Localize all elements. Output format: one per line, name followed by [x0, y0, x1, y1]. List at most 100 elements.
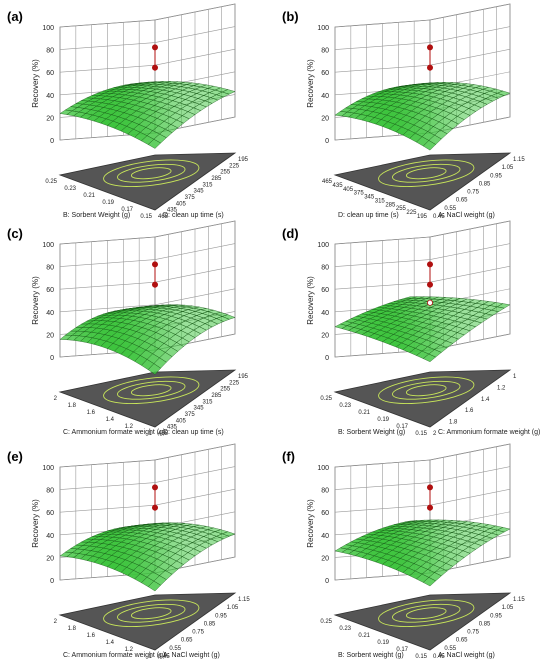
x-tick-label: 255	[396, 206, 407, 212]
z-tick-label: 60	[46, 287, 54, 294]
z-tick-label: 80	[321, 488, 329, 495]
design-point	[426, 484, 433, 491]
chart-panel: 0 20 40 60 80 100 Recovery (%) 0.25 0.23 0.21 0.19…	[282, 443, 525, 660]
x-tick-label: 0.19	[377, 417, 389, 423]
surface-cell	[221, 314, 236, 320]
design-point	[151, 64, 158, 71]
y-tick-label: 0.75	[467, 630, 479, 636]
x-tick-label: 195	[417, 214, 428, 220]
z-tick-label: 40	[321, 533, 329, 540]
chart-panel: 0 20 40 60 80 100 Recovery (%) 2 1.8 1.6 1.4 1.2 1 46…	[7, 220, 249, 437]
design-point	[426, 44, 433, 51]
y-axis-label: A: NaCl weight (g)	[438, 652, 495, 659]
x-tick-label: 465	[322, 179, 333, 185]
z-tick-label: 100	[42, 242, 54, 249]
y-tick-label: 0.75	[467, 190, 479, 196]
z-tick-label: 0	[325, 578, 329, 585]
y-tick-label: 345	[194, 406, 205, 412]
x-tick-label: 0.17	[396, 647, 408, 653]
response-surface	[334, 82, 511, 151]
design-point	[151, 281, 158, 288]
x-tick-label: 1.8	[68, 403, 77, 409]
z-tick-label: 40	[46, 93, 54, 100]
x-tick-label: 0.21	[83, 193, 95, 199]
z-tick-label: 0	[325, 355, 329, 362]
y-axis-label: A: NaCl weight (g)	[163, 652, 220, 659]
z-tick-label: 20	[46, 115, 54, 122]
y-tick-label: 285	[211, 176, 222, 182]
y-axis-label: A: NaCl weight (g)	[438, 212, 495, 219]
panel-label: (c)	[7, 226, 23, 241]
z-tick-label: 80	[46, 488, 54, 495]
z-tick-label: 60	[321, 510, 329, 517]
z-tick-label: 0	[50, 355, 54, 362]
x-tick-label: 315	[375, 198, 386, 204]
contour-line	[103, 376, 200, 404]
y-tick-label: 2	[433, 431, 437, 437]
y-tick-label: 225	[229, 163, 240, 169]
y-tick-label: 315	[202, 399, 213, 405]
x-tick-label: 0.23	[339, 403, 351, 409]
z-axis-label: Recovery (%)	[306, 499, 315, 548]
contour-line	[378, 159, 475, 187]
z-tick-label: 100	[317, 242, 329, 249]
design-point	[151, 261, 158, 268]
z-tick-label: 60	[321, 287, 329, 294]
x-tick-label: 0.21	[358, 410, 370, 416]
panel-label: (f)	[282, 449, 295, 464]
z-axis-label: Recovery (%)	[31, 276, 40, 325]
y-tick-label: 1.15	[513, 597, 525, 603]
x-tick-label: 0.25	[320, 396, 332, 402]
contour-line	[117, 380, 186, 400]
x-tick-label: 0.15	[140, 214, 152, 220]
y-tick-label: 1.15	[238, 597, 250, 603]
y-tick-label: 345	[194, 189, 205, 195]
contour-line	[117, 163, 186, 183]
chart-panel: 0 20 40 60 80 100 Recovery (%) 4654354053753453…	[282, 3, 525, 220]
z-axis-label: Recovery (%)	[31, 59, 40, 108]
z-tick-label: 40	[46, 310, 54, 317]
y-tick-label: 0.95	[215, 613, 227, 619]
z-axis-label: Recovery (%)	[31, 499, 40, 548]
x-axis-label: B: Sorbent weight (g)	[338, 652, 404, 659]
x-tick-label: 1	[149, 654, 153, 660]
contour-line	[103, 599, 200, 627]
z-tick-label: 80	[321, 48, 329, 55]
z-tick-label: 20	[321, 555, 329, 562]
x-tick-label: 1.2	[125, 647, 134, 653]
x-tick-label: 1.4	[106, 640, 115, 646]
response-surface	[334, 519, 511, 587]
x-tick-label: 285	[385, 202, 396, 208]
design-point	[151, 504, 158, 511]
z-axis-label: Recovery (%)	[306, 276, 315, 325]
y-tick-label: 1.05	[227, 605, 239, 611]
y-tick-label: 1.8	[449, 420, 458, 426]
design-point	[426, 504, 433, 511]
x-tick-label: 2	[54, 619, 58, 625]
y-tick-label: 0.55	[169, 646, 181, 652]
y-tick-label: 0.85	[479, 621, 491, 627]
z-tick-label: 20	[46, 332, 54, 339]
x-tick-label: 0.19	[102, 200, 114, 206]
z-tick-label: 20	[321, 115, 329, 122]
z-tick-label: 60	[46, 510, 54, 517]
x-axis-label: C: Ammonium formate weight (g)	[63, 429, 165, 436]
y-tick-label: 195	[238, 374, 249, 380]
y-tick-label: 1.4	[481, 397, 490, 403]
y-tick-label: 0.85	[479, 181, 491, 187]
z-tick-label: 80	[46, 48, 54, 55]
x-tick-label: 1.2	[125, 424, 134, 430]
y-tick-label: 0.55	[444, 646, 456, 652]
y-tick-label: 0.55	[444, 206, 456, 212]
x-tick-label: 225	[406, 210, 417, 216]
y-tick-label: 255	[220, 170, 231, 176]
x-tick-label: 1.4	[106, 417, 115, 423]
contour-line	[405, 167, 447, 180]
contour-line	[405, 607, 447, 620]
x-tick-label: 1	[149, 431, 153, 437]
surface-cell	[221, 89, 236, 95]
y-tick-label: 0.65	[456, 198, 468, 204]
y-tick-label: 435	[167, 425, 178, 431]
y-axis-label: D: clean up time (s)	[163, 429, 224, 436]
